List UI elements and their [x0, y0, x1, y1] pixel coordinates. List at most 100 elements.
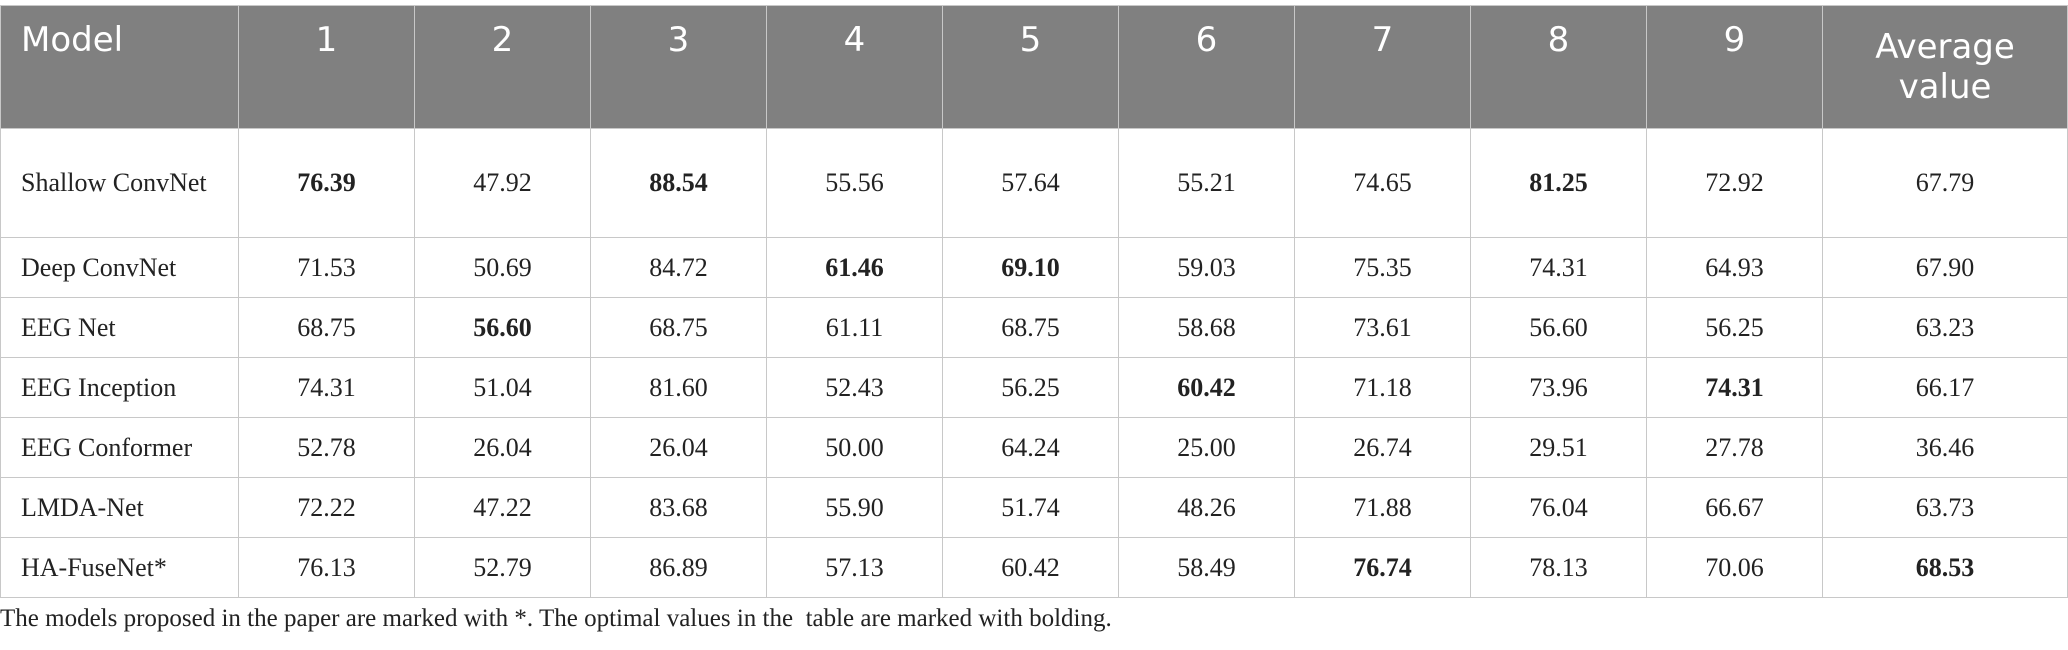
subject-7-cell: 75.35 — [1294, 237, 1471, 298]
subject-8-cell: 76.04 — [1470, 477, 1647, 538]
subject-4-cell: 61.11 — [766, 297, 943, 358]
model-name-cell: EEG Inception — [0, 357, 239, 418]
model-name-cell: Deep ConvNet — [0, 237, 239, 298]
subject-1-cell: 71.53 — [238, 237, 415, 298]
header-subject-2: 2 — [414, 5, 591, 129]
subject-5-cell: 64.24 — [942, 417, 1119, 478]
subject-6-cell: 58.68 — [1118, 297, 1295, 358]
subject-6-cell: 48.26 — [1118, 477, 1295, 538]
subject-7-cell: 76.74 — [1294, 537, 1471, 598]
subject-2-cell: 47.22 — [414, 477, 591, 538]
subject-7-cell: 71.18 — [1294, 357, 1471, 418]
subject-4-cell: 52.43 — [766, 357, 943, 418]
subject-1-cell: 68.75 — [238, 297, 415, 358]
subject-8-cell: 78.13 — [1470, 537, 1647, 598]
subject-9-cell: 56.25 — [1646, 297, 1823, 358]
subject-6-cell: 25.00 — [1118, 417, 1295, 478]
average-value-cell: 67.90 — [1822, 237, 2068, 298]
subject-4-cell: 61.46 — [766, 237, 943, 298]
header-subject-7: 7 — [1294, 5, 1471, 129]
subject-1-cell: 74.31 — [238, 357, 415, 418]
average-value-cell: 66.17 — [1822, 357, 2068, 418]
subject-4-cell: 55.90 — [766, 477, 943, 538]
subject-3-cell: 83.68 — [590, 477, 767, 538]
subject-2-cell: 56.60 — [414, 297, 591, 358]
subject-6-cell: 58.49 — [1118, 537, 1295, 598]
table-row: EEG Conformer 52.78 26.04 26.04 50.00 64.24 25… — [0, 417, 2068, 478]
header-subject-1: 1 — [238, 5, 415, 129]
average-value-cell: 36.46 — [1822, 417, 2068, 478]
subject-3-cell: 88.54 — [590, 128, 767, 238]
subject-3-cell: 26.04 — [590, 417, 767, 478]
subject-6-cell: 59.03 — [1118, 237, 1295, 298]
table-body: Shallow ConvNet 76.39 47.92 88.54 55.56 57.64… — [0, 128, 2068, 598]
subject-9-cell: 66.67 — [1646, 477, 1823, 538]
table-header: Model 1 2 3 4 5 6 7 8 9 Average value — [0, 5, 2068, 129]
model-name-cell: EEG Net — [0, 297, 239, 358]
subject-3-cell: 81.60 — [590, 357, 767, 418]
subject-8-cell: 81.25 — [1470, 128, 1647, 238]
header-subject-9: 9 — [1646, 5, 1823, 129]
subject-7-cell: 73.61 — [1294, 297, 1471, 358]
subject-9-cell: 74.31 — [1646, 357, 1823, 418]
subject-1-cell: 76.39 — [238, 128, 415, 238]
table-row: HA-FuseNet* 76.13 52.79 86.89 57.13 60.42 58.4… — [0, 537, 2068, 598]
subject-2-cell: 52.79 — [414, 537, 591, 598]
subject-7-cell: 74.65 — [1294, 128, 1471, 238]
subject-9-cell: 72.92 — [1646, 128, 1823, 238]
subject-7-cell: 26.74 — [1294, 417, 1471, 478]
subject-1-cell: 52.78 — [238, 417, 415, 478]
model-name-cell: EEG Conformer — [0, 417, 239, 478]
header-subject-3: 3 — [590, 5, 767, 129]
subject-5-cell: 57.64 — [942, 128, 1119, 238]
subject-3-cell: 86.89 — [590, 537, 767, 598]
subject-5-cell: 68.75 — [942, 297, 1119, 358]
subject-6-cell: 60.42 — [1118, 357, 1295, 418]
table-row: EEG Net 68.75 56.60 68.75 61.11 68.75 58.68 73.… — [0, 297, 2068, 358]
model-name-cell: LMDA-Net — [0, 477, 239, 538]
header-subject-5: 5 — [942, 5, 1119, 129]
table-row: Shallow ConvNet 76.39 47.92 88.54 55.56 57.64… — [0, 128, 2068, 238]
subject-4-cell: 50.00 — [766, 417, 943, 478]
average-value-cell: 67.79 — [1822, 128, 2068, 238]
results-table-container: Model 1 2 3 4 5 6 7 8 9 Average value Sh… — [0, 5, 2068, 598]
subject-8-cell: 73.96 — [1470, 357, 1647, 418]
header-subject-6: 6 — [1118, 5, 1295, 129]
subject-5-cell: 51.74 — [942, 477, 1119, 538]
average-value-cell: 68.53 — [1822, 537, 2068, 598]
subject-1-cell: 72.22 — [238, 477, 415, 538]
table-row: Deep ConvNet 71.53 50.69 84.72 61.46 69.10 59.… — [0, 237, 2068, 298]
subject-8-cell: 56.60 — [1470, 297, 1647, 358]
subject-8-cell: 74.31 — [1470, 237, 1647, 298]
results-table: Model 1 2 3 4 5 6 7 8 9 Average value Sh… — [0, 5, 2068, 598]
table-row: EEG Inception 74.31 51.04 81.60 52.43 56.25 60… — [0, 357, 2068, 418]
average-value-cell: 63.23 — [1822, 297, 2068, 358]
subject-2-cell: 47.92 — [414, 128, 591, 238]
header-subject-4: 4 — [766, 5, 943, 129]
model-name-cell: Shallow ConvNet — [0, 128, 239, 238]
table-row: LMDA-Net 72.22 47.22 83.68 55.90 51.74 48.26 71… — [0, 477, 2068, 538]
subject-3-cell: 68.75 — [590, 297, 767, 358]
subject-9-cell: 27.78 — [1646, 417, 1823, 478]
subject-8-cell: 29.51 — [1470, 417, 1647, 478]
average-value-cell: 63.73 — [1822, 477, 2068, 538]
subject-4-cell: 57.13 — [766, 537, 943, 598]
header-subject-8: 8 — [1470, 5, 1647, 129]
model-name-cell: HA-FuseNet* — [0, 537, 239, 598]
subject-5-cell: 60.42 — [942, 537, 1119, 598]
header-average-value: Average value — [1822, 5, 2068, 129]
header-row: Model 1 2 3 4 5 6 7 8 9 Average value — [0, 5, 2068, 129]
subject-2-cell: 26.04 — [414, 417, 591, 478]
subject-5-cell: 56.25 — [942, 357, 1119, 418]
subject-6-cell: 55.21 — [1118, 128, 1295, 238]
subject-4-cell: 55.56 — [766, 128, 943, 238]
subject-9-cell: 70.06 — [1646, 537, 1823, 598]
subject-5-cell: 69.10 — [942, 237, 1119, 298]
subject-3-cell: 84.72 — [590, 237, 767, 298]
subject-7-cell: 71.88 — [1294, 477, 1471, 538]
subject-2-cell: 51.04 — [414, 357, 591, 418]
subject-1-cell: 76.13 — [238, 537, 415, 598]
subject-2-cell: 50.69 — [414, 237, 591, 298]
subject-9-cell: 64.93 — [1646, 237, 1823, 298]
table-footnote: The models proposed in the paper are mar… — [0, 605, 1112, 632]
